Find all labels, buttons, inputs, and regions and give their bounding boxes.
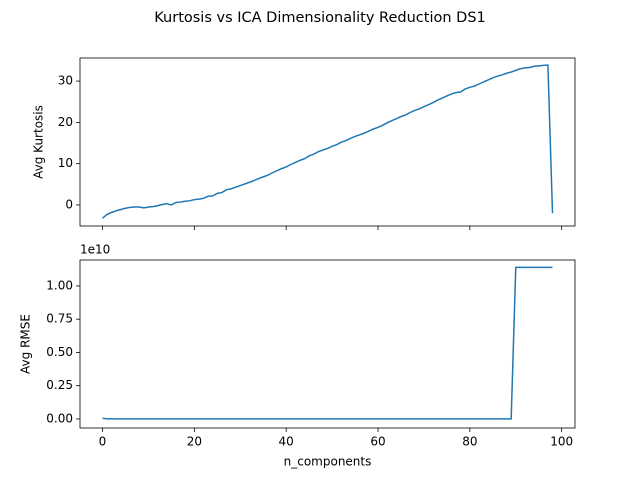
y-tick-label: 0.75 (46, 312, 73, 326)
y-tick-label: 10 (58, 156, 73, 170)
y-tick-label: 0 (65, 197, 73, 211)
axes-frame (79, 259, 576, 429)
x-tick-label: 60 (370, 435, 385, 449)
x-tick-label: 20 (187, 435, 202, 449)
axes-frame (79, 57, 576, 227)
y-tick-label: 20 (58, 115, 73, 129)
x-tick-label: 0 (99, 435, 107, 449)
x-tick-label: 80 (462, 435, 477, 449)
x-axis-label: n_components (284, 455, 372, 469)
data-line (102, 64, 554, 219)
y-tick-label: 0.25 (46, 378, 73, 392)
x-tick-label: 40 (279, 435, 294, 449)
y-tick-label: 1.00 (46, 278, 73, 292)
y-tick-label: 0.50 (46, 345, 73, 359)
y-offset-label: 1e10 (80, 243, 110, 257)
figure-title: Kurtosis vs ICA Dimensionality Reduction… (154, 10, 486, 26)
x-tick-label: 100 (550, 435, 573, 449)
y-tick-label: 30 (58, 74, 73, 88)
y-axis-label: Avg Kurtosis (32, 105, 46, 179)
y-tick-label: 0.00 (46, 411, 73, 425)
data-line (102, 266, 553, 420)
y-axis-label: Avg RMSE (19, 314, 33, 374)
